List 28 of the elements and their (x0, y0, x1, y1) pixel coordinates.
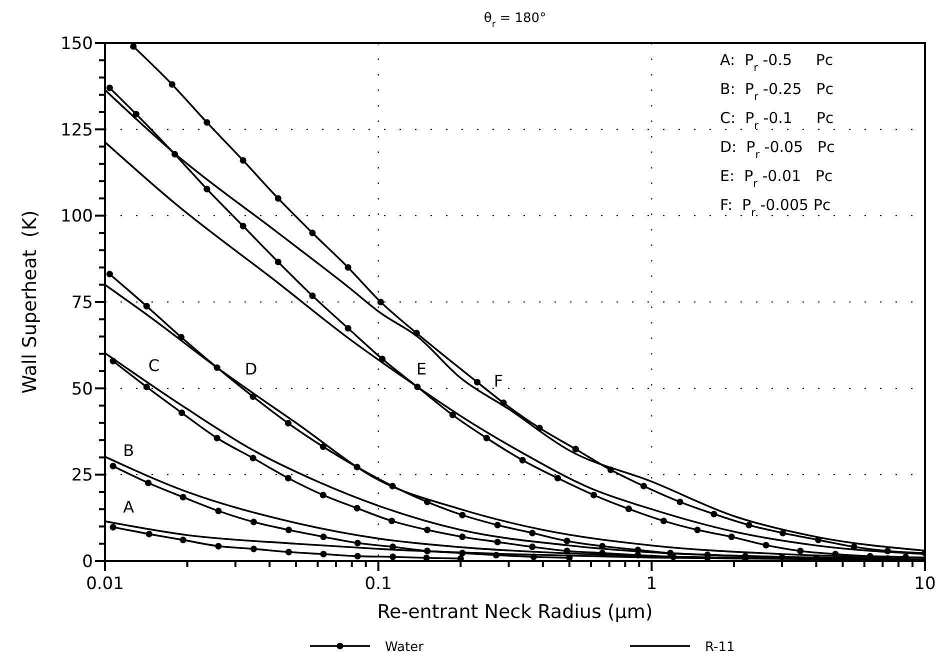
annotation: A (123, 498, 134, 517)
annotation: D: P$_{r}$ -0.05 Pc (720, 138, 835, 161)
annotation: E: P$_{r}$ -0.01 Pc (720, 167, 833, 190)
x-tick-label: 1 (646, 574, 658, 594)
y-tick-label: 0 (82, 552, 93, 572)
y-tick-label: 25 (71, 466, 93, 486)
legend-label: R-11 (705, 640, 735, 655)
annotation: C (148, 356, 160, 376)
annotation: F (494, 372, 504, 391)
y-tick-label: 75 (71, 293, 93, 313)
x-tick-label: 0.1 (364, 574, 392, 594)
y-tick-label: 50 (71, 379, 93, 400)
annotation: E (416, 359, 426, 378)
y-axis-title: Wall Superheat (K) (19, 210, 41, 394)
y-tick-label: 150 (60, 34, 93, 54)
chart-title: θ$_{r}$ = 180° (484, 11, 546, 30)
annotation: B: P$_{r}$ -0.25 Pc (720, 80, 834, 103)
annotation: A: P$_{r}$ -0.5 Pc (720, 51, 834, 74)
y-tick-label: 100 (60, 206, 93, 227)
x-axis-title: Re-entrant Neck Radius (μm) (377, 601, 653, 623)
annotation: D (244, 360, 258, 379)
annotation: C: P$_{r}$ -0.1 Pc (720, 109, 834, 132)
y-tick-label: 125 (60, 120, 93, 140)
legend-label: Water (385, 640, 424, 655)
x-tick-label: 0.01 (86, 574, 124, 594)
annotation: F: P$_{r}$ -0.005 Pc (720, 196, 831, 219)
annotation: B (123, 440, 134, 460)
x-tick-label: 10 (914, 574, 936, 594)
